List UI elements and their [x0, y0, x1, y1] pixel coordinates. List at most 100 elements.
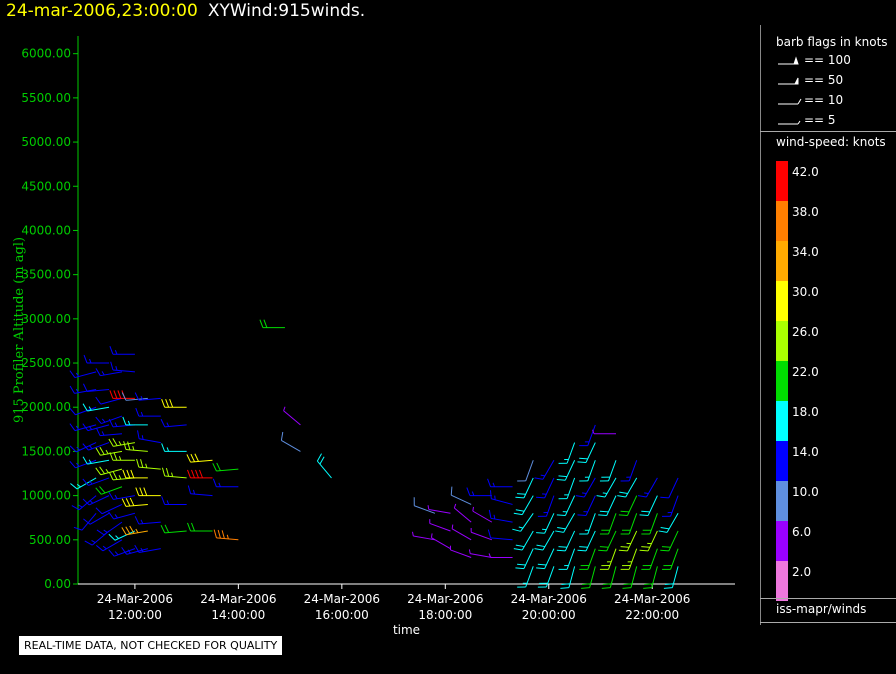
- wind-barb: [643, 566, 658, 589]
- barb-stroke: [75, 372, 80, 377]
- barb-stroke: [558, 475, 568, 478]
- barb-stroke: [626, 495, 638, 516]
- barb-stroke: [99, 446, 105, 455]
- barb-stroke: [520, 513, 534, 532]
- wind-barb-plot: 0.00 500.00 1000.00 1500.00 2000.00 2500.00 30…: [12, 36, 735, 637]
- barb-stroke: [557, 526, 566, 530]
- barb-stroke: [109, 452, 114, 461]
- wind-barb: [599, 513, 617, 535]
- barb-legend-row: == 50: [776, 73, 843, 88]
- barb-stroke: [69, 445, 77, 453]
- barb-stroke: [140, 411, 144, 417]
- barb-stroke: [125, 498, 131, 507]
- barb-stroke: [428, 508, 451, 514]
- wind-barb: [579, 460, 596, 482]
- barb-stroke: [645, 477, 658, 498]
- barb-stroke: [76, 446, 81, 451]
- barb-stroke: [84, 540, 93, 546]
- wind-barb: [69, 406, 97, 416]
- barb-stroke: [160, 418, 166, 428]
- barb-stroke: [101, 486, 123, 495]
- barb-stroke: [226, 534, 229, 540]
- barb-stroke: [216, 462, 221, 471]
- wind-barb: [187, 485, 213, 497]
- barb-stroke: [668, 530, 679, 552]
- barb-stroke: [88, 425, 93, 430]
- barb-stroke: [492, 482, 496, 487]
- barb-stroke: [639, 549, 649, 552]
- barb-stroke: [581, 587, 590, 589]
- barb-stroke: [121, 498, 127, 507]
- barb-stroke: [316, 453, 322, 462]
- barb-stroke: [145, 463, 148, 469]
- wind-barb: [121, 392, 148, 401]
- wind-barb: [577, 530, 596, 552]
- x-tick-label-date: 24-Mar-2006: [614, 592, 690, 606]
- wind-barb: [82, 495, 110, 506]
- wind-barb: [513, 495, 534, 516]
- barb-legend-label: == 50: [804, 73, 844, 87]
- barb-stroke: [566, 548, 576, 570]
- barb-stroke: [661, 546, 671, 548]
- barb-stroke: [140, 547, 144, 553]
- barb-stroke: [166, 500, 170, 505]
- y-tick-label: 6000.00: [21, 47, 71, 61]
- barb-stroke: [134, 516, 140, 525]
- wind-barb: [161, 443, 187, 452]
- barb-stroke: [103, 529, 108, 533]
- barb-stroke: [644, 492, 649, 495]
- wind-barb: [73, 512, 97, 531]
- wind-barb: [280, 431, 301, 452]
- barb-stroke: [103, 521, 123, 536]
- wind-barb: [622, 566, 638, 589]
- barb-stroke: [577, 461, 587, 464]
- wind-barb: [121, 547, 148, 555]
- y-tick-label: 1000.00: [21, 489, 71, 503]
- barb-stroke: [488, 553, 492, 558]
- barb-stroke: [171, 472, 174, 477]
- y-axis-label: 915 Profiler Altitude (m agl): [12, 237, 27, 423]
- barb-flag-icon: [778, 55, 799, 64]
- barb-stroke: [102, 545, 107, 550]
- wind-barb: [598, 530, 617, 552]
- barb-stroke: [76, 483, 81, 488]
- barb-stroke: [608, 513, 617, 535]
- barb-stroke: [618, 549, 628, 552]
- barb-stroke: [126, 469, 131, 479]
- barb-stroke: [450, 486, 453, 496]
- wind-barb: [556, 530, 576, 552]
- barb-stroke: [670, 495, 679, 517]
- barb-stroke: [191, 469, 195, 479]
- barb-stroke: [75, 425, 80, 430]
- barb-stroke: [88, 445, 93, 450]
- barb-stroke: [517, 563, 526, 566]
- wind-barb: [641, 548, 658, 570]
- barb-stroke: [76, 462, 80, 467]
- barb-stroke: [127, 420, 131, 426]
- speed-label: 22.0: [792, 365, 819, 379]
- wind-barb: [512, 513, 534, 532]
- barb-legend-header: barb flags in knots: [776, 35, 888, 49]
- barb-stroke: [99, 486, 106, 494]
- barb-stroke: [628, 460, 638, 482]
- x-tick-label-date: 24-Mar-2006: [511, 592, 587, 606]
- y-tick-label: 500.00: [29, 533, 71, 547]
- barb-stroke: [556, 514, 566, 517]
- barb-stroke: [69, 407, 76, 416]
- barb-stroke: [127, 549, 131, 554]
- wind-barb: [121, 497, 148, 507]
- barb-stroke: [660, 496, 669, 499]
- wind-barb: [82, 456, 110, 465]
- barb-stroke: [413, 535, 436, 541]
- barb-stroke: [101, 418, 106, 423]
- barb-stroke: [95, 507, 103, 515]
- barb-stroke: [161, 399, 166, 408]
- wind-barb: [95, 503, 123, 515]
- wind-barb: [213, 529, 239, 541]
- wind-barb: [601, 566, 617, 589]
- legend-footer: iss-mapr/winds: [776, 602, 867, 616]
- barb-stroke: [82, 423, 89, 431]
- barb-stroke: [138, 466, 161, 470]
- wind-barb: [451, 524, 472, 541]
- legend-panel: barb flags in knots == 100 == 50 == 10 == 5…: [760, 25, 896, 625]
